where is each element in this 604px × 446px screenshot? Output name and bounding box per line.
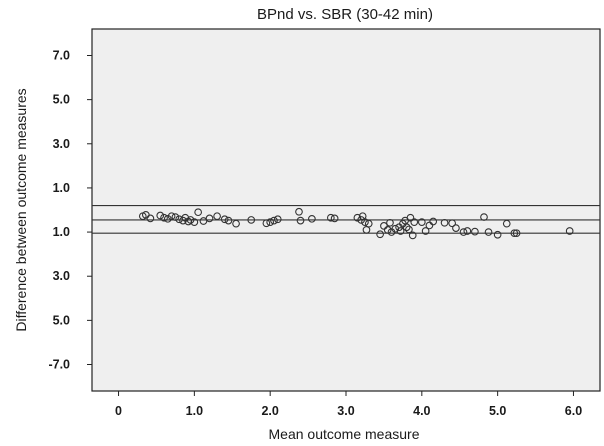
y-tick-label: 1.0 — [53, 181, 70, 195]
y-axis-label: Difference between outcome measures — [13, 88, 29, 331]
y-tick-label: 5.0 — [53, 93, 70, 107]
data-point — [510, 229, 519, 238]
data-point — [421, 227, 430, 235]
data-point — [186, 216, 195, 224]
data-point — [417, 218, 426, 226]
data-point — [232, 219, 240, 228]
data-point — [502, 219, 511, 228]
data-point — [402, 223, 411, 232]
x-tick-label: 6.0 — [565, 404, 582, 418]
data-point — [146, 214, 155, 223]
data-point — [156, 211, 165, 220]
data-point — [194, 208, 202, 217]
data-point — [220, 215, 229, 224]
data-point — [295, 207, 303, 216]
data-point — [330, 214, 339, 223]
data-point — [406, 213, 415, 222]
data-point — [471, 227, 479, 236]
data-point — [408, 231, 417, 240]
data-point — [425, 221, 434, 230]
data-points — [138, 207, 574, 240]
y-tick-label: 5.0 — [53, 313, 70, 327]
data-point — [459, 228, 468, 236]
data-point — [376, 230, 384, 239]
data-point — [480, 213, 488, 221]
data-point — [452, 224, 460, 232]
data-point — [410, 218, 419, 226]
data-point — [493, 230, 502, 239]
data-point — [429, 217, 438, 226]
data-point — [326, 213, 335, 222]
data-point — [380, 222, 388, 230]
x-tick-label: 5.0 — [489, 404, 506, 418]
data-point — [484, 228, 493, 236]
x-tick-label: 0 — [115, 404, 122, 418]
data-point — [262, 219, 271, 228]
x-axis: 0 1.0 2.0 3.0 4.0 5.0 6.0 — [115, 391, 582, 418]
data-point — [171, 213, 180, 221]
data-point — [361, 218, 369, 226]
data-point — [160, 213, 168, 222]
y-tick-label: -7.0 — [48, 358, 70, 372]
data-point — [205, 214, 214, 223]
data-point — [386, 218, 394, 227]
data-point — [353, 213, 362, 222]
x-tick-label: 2.0 — [261, 404, 278, 418]
data-point — [266, 218, 275, 226]
data-point — [448, 219, 456, 228]
data-point — [247, 216, 256, 224]
y-axis: 7.0 5.0 3.0 1.0 1.0 3.0 5.0 -7.0 — [48, 48, 92, 372]
x-tick-label: 4.0 — [413, 404, 430, 418]
y-tick-label: 7.0 — [53, 48, 70, 62]
data-point — [383, 226, 392, 234]
data-point — [357, 216, 366, 224]
x-tick-label: 3.0 — [337, 404, 354, 418]
plot-area — [91, 28, 601, 392]
data-point — [296, 216, 305, 225]
data-point — [190, 218, 199, 226]
data-point — [308, 214, 316, 223]
data-point — [270, 216, 278, 225]
data-point — [463, 227, 472, 235]
data-point — [364, 219, 373, 228]
x-axis-label: Mean outcome measure — [269, 426, 420, 442]
data-point — [224, 216, 233, 225]
data-point — [273, 215, 282, 224]
data-point — [405, 225, 413, 234]
data-point — [213, 212, 221, 221]
y-tick-label: 3.0 — [53, 269, 70, 283]
data-point — [440, 218, 449, 227]
data-point — [167, 212, 176, 221]
data-point — [565, 227, 574, 235]
y-tick-label: 1.0 — [53, 225, 70, 239]
data-point — [512, 229, 521, 238]
chart-title: BPnd vs. SBR (30-42 min) — [257, 6, 433, 23]
x-tick-label: 1.0 — [186, 404, 203, 418]
data-point — [396, 227, 405, 235]
y-tick-label: 3.0 — [53, 137, 70, 151]
